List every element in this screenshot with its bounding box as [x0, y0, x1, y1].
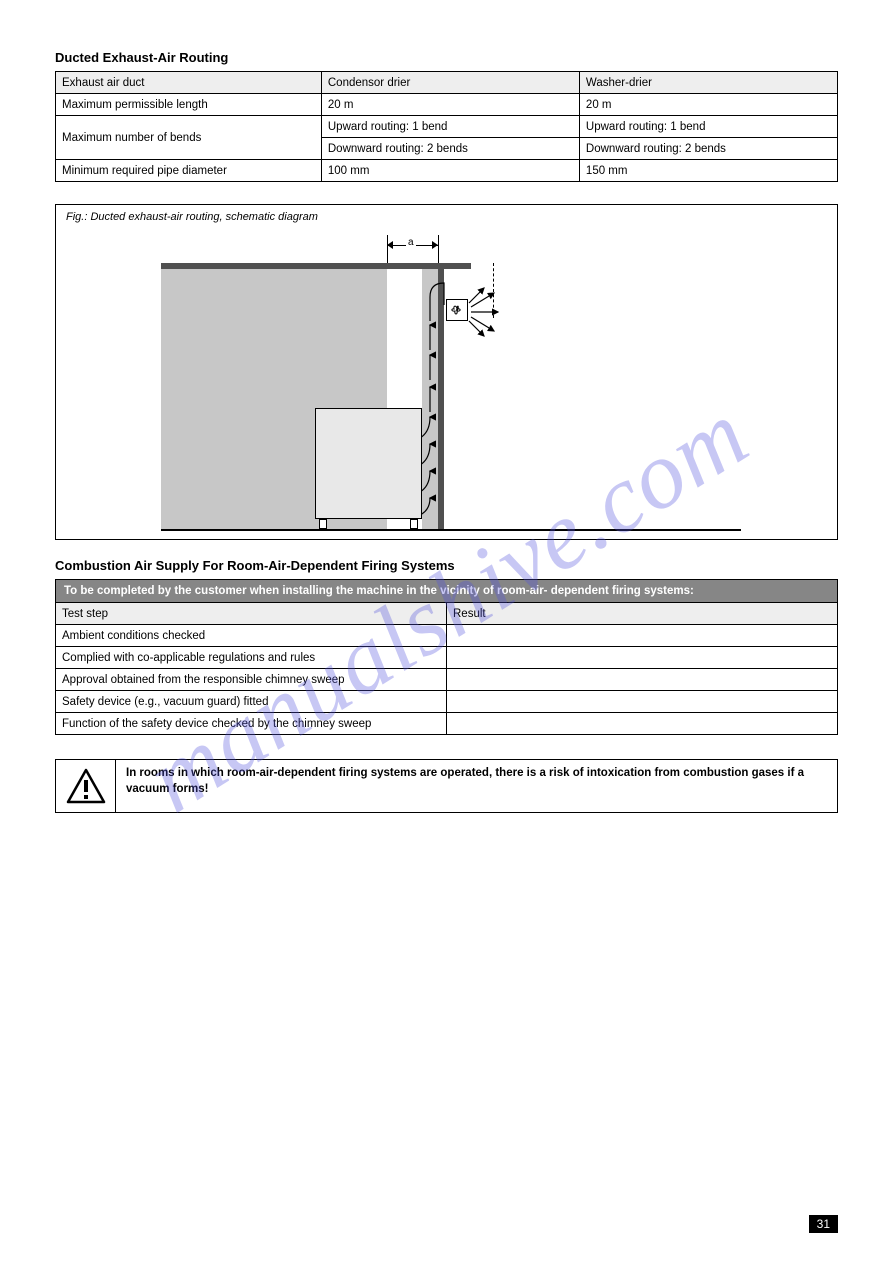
t2-h1: Test step: [56, 603, 447, 625]
t2-r1: Ambient conditions checked: [56, 625, 447, 647]
t1-r1-c1: 20 m: [321, 94, 579, 116]
t2-r2-res: [447, 647, 838, 669]
warning-box: In rooms in which room-air-dependent fir…: [55, 759, 838, 813]
schematic-diagram: a: [161, 235, 741, 530]
t2-r5-res: [447, 713, 838, 735]
t1-r2a-c1: Upward routing: 1 bend: [321, 116, 579, 138]
figure-table: Fig.: Ducted exhaust-air routing, schema…: [55, 204, 838, 540]
t1-r1-label: Maximum permissible length: [56, 94, 322, 116]
flow-arrows: [422, 320, 440, 520]
t2-r1-res: [447, 625, 838, 647]
page-number: 31: [809, 1215, 838, 1233]
exhaust-duct-table: Exhaust air duct Condensor drier Washer-…: [55, 71, 838, 182]
t1-r2b-c2: Downward routing: 2 bends: [579, 138, 837, 160]
t2-r5: Function of the safety device checked by…: [56, 713, 447, 735]
t2-r3-res: [447, 669, 838, 691]
combustion-air-table: To be completed by the customer when ins…: [55, 579, 838, 735]
t1-r1-c2: 20 m: [579, 94, 837, 116]
t2-h2: Result: [447, 603, 838, 625]
t2-r4-res: [447, 691, 838, 713]
section2-title: Combustion Air Supply For Room-Air-Depen…: [55, 558, 838, 573]
t2-r2: Complied with co-applicable regulations …: [56, 647, 447, 669]
t1-r3-c1: 100 mm: [321, 160, 579, 182]
t2-banner: To be completed by the customer when ins…: [56, 580, 838, 603]
warning-text: In rooms in which room-air-dependent fir…: [116, 760, 837, 812]
section1-title: Ducted Exhaust-Air Routing: [55, 50, 838, 65]
t1-h2: Condensor drier: [321, 72, 579, 94]
t1-r3-label: Minimum required pipe diameter: [56, 160, 322, 182]
t1-h1: Exhaust air duct: [56, 72, 322, 94]
t2-r4: Safety device (e.g., vacuum guard) fitte…: [56, 691, 447, 713]
t1-r3-c2: 150 mm: [579, 160, 837, 182]
t2-r3: Approval obtained from the responsible c…: [56, 669, 447, 691]
top-bend-arrow: [424, 273, 454, 323]
warning-icon: [66, 768, 106, 804]
t1-r2b-c1: Downward routing: 2 bends: [321, 138, 579, 160]
air-discharge-arrows: [466, 285, 526, 340]
dim-a-label: a: [406, 237, 416, 248]
t1-h3: Washer-drier: [579, 72, 837, 94]
t1-r2-label: Maximum number of bends: [56, 116, 322, 160]
figure-caption: Fig.: Ducted exhaust-air routing, schema…: [66, 211, 318, 223]
t1-r2a-c2: Upward routing: 1 bend: [579, 116, 837, 138]
